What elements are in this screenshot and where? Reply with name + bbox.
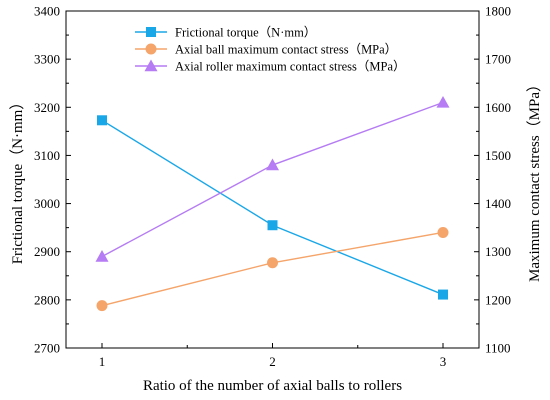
data-point [95, 250, 109, 262]
data-point [438, 289, 448, 300]
legend-marker [145, 43, 157, 55]
series-layer [95, 95, 450, 312]
legend-item: Axial ball maximum contact stress（MPa） [135, 43, 397, 57]
left-y-tick-label: 2900 [34, 244, 60, 259]
right-y-tick-label: 1800 [485, 4, 511, 19]
left-y-tick-label: 3200 [34, 100, 60, 115]
data-point [96, 300, 108, 312]
series-line [101, 101, 444, 258]
left-y-tick-label: 3000 [34, 196, 60, 211]
left-y-axis-title: Frictional torque（N·mm） [9, 95, 26, 265]
legend-label: Axial roller maximum contact stress（MPa） [175, 60, 406, 74]
series-triangle [95, 95, 450, 262]
data-point [267, 257, 278, 269]
data-point [437, 226, 449, 238]
right-y-tick-label: 1200 [485, 292, 511, 307]
series-circle [96, 226, 449, 312]
legend-marker [146, 27, 156, 37]
legend: Frictional torque（N·mm） Axial ball maximu… [135, 26, 406, 74]
left-y-tick-label: 3300 [34, 52, 60, 67]
plot-frame [65, 10, 480, 349]
right-y-tick-label: 1600 [485, 100, 511, 115]
data-point [267, 220, 278, 231]
right-y-tick-label: 1400 [485, 196, 511, 211]
data-point [266, 158, 279, 171]
right-y-tick-label: 1100 [485, 341, 511, 356]
legend-item: Axial roller maximum contact stress（MPa） [135, 59, 406, 74]
right-y-tick-label: 1300 [485, 244, 511, 259]
right-y-tick-label: 1700 [485, 52, 511, 67]
series-line [101, 231, 444, 307]
x-tick-label: 3 [440, 354, 447, 369]
legend-label: Frictional torque（N·mm） [175, 26, 316, 40]
left-y-tick-label: 3400 [34, 4, 60, 19]
x-tick-label: 1 [99, 354, 106, 369]
legend-item: Frictional torque（N·mm） [135, 26, 316, 40]
left-y-tick-label: 3100 [34, 148, 60, 163]
data-point [97, 115, 107, 126]
left-y-tick-label: 2700 [34, 341, 60, 356]
axis-ticks: 2700 2800 2900 3000 3100 3200 3300 3400 1100 1200… [34, 4, 511, 370]
series-line [101, 119, 444, 296]
right-y-axis-title: Maximum contact stress（MPa） [526, 77, 543, 282]
right-y-tick-label: 1500 [485, 148, 511, 163]
series-square [97, 115, 448, 300]
legend-marker [144, 59, 158, 72]
left-y-tick-label: 2800 [34, 292, 60, 307]
x-axis-title: Ratio of the number of axial balls to ro… [143, 378, 402, 394]
x-tick-label: 2 [269, 354, 276, 369]
data-point [436, 95, 450, 108]
legend-label: Axial ball maximum contact stress（MPa） [175, 43, 397, 57]
